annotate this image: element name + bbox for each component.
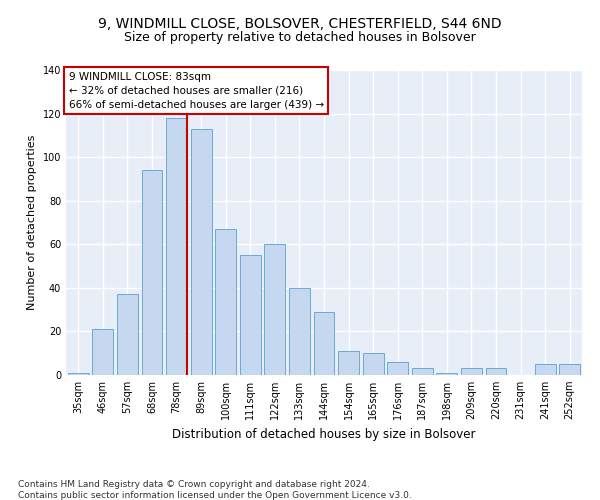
Text: 9, WINDMILL CLOSE, BOLSOVER, CHESTERFIELD, S44 6ND: 9, WINDMILL CLOSE, BOLSOVER, CHESTERFIEL…	[98, 18, 502, 32]
Y-axis label: Number of detached properties: Number of detached properties	[27, 135, 37, 310]
Bar	[117, 294, 138, 375]
Bar	[535, 364, 556, 375]
Bar	[92, 329, 113, 375]
Bar	[240, 255, 261, 375]
Bar	[387, 362, 408, 375]
Text: Contains HM Land Registry data © Crown copyright and database right 2024.
Contai: Contains HM Land Registry data © Crown c…	[18, 480, 412, 500]
Bar	[68, 373, 89, 375]
Bar	[191, 129, 212, 375]
Bar	[559, 364, 580, 375]
Bar	[485, 368, 506, 375]
Text: 9 WINDMILL CLOSE: 83sqm
← 32% of detached houses are smaller (216)
66% of semi-d: 9 WINDMILL CLOSE: 83sqm ← 32% of detache…	[68, 72, 324, 110]
Bar	[314, 312, 334, 375]
Bar	[215, 229, 236, 375]
Bar	[338, 351, 359, 375]
X-axis label: Distribution of detached houses by size in Bolsover: Distribution of detached houses by size …	[172, 428, 476, 440]
Bar	[142, 170, 163, 375]
Bar	[265, 244, 286, 375]
Bar	[436, 373, 457, 375]
Bar	[412, 368, 433, 375]
Text: Size of property relative to detached houses in Bolsover: Size of property relative to detached ho…	[124, 31, 476, 44]
Bar	[362, 353, 383, 375]
Bar	[166, 118, 187, 375]
Bar	[461, 368, 482, 375]
Bar	[289, 288, 310, 375]
